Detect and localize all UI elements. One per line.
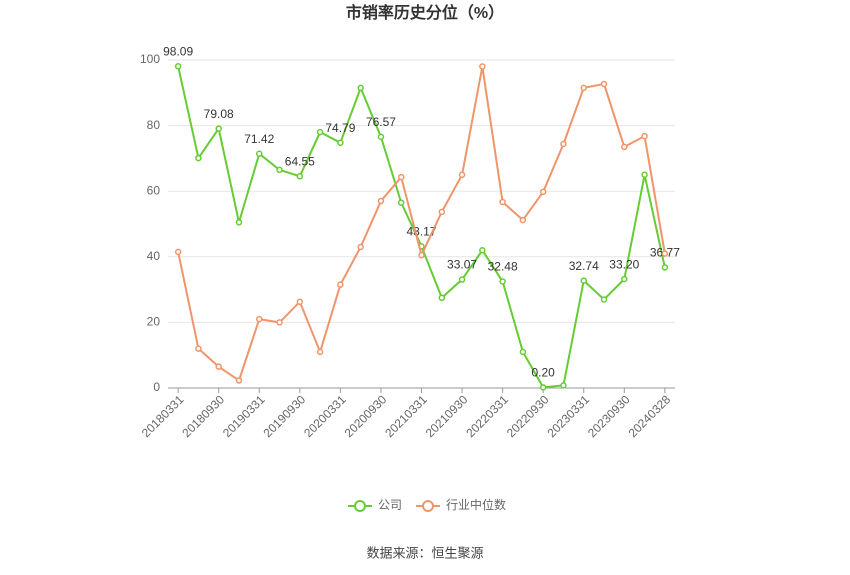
data-point — [560, 382, 567, 389]
data-point — [195, 154, 202, 162]
data-point — [560, 140, 567, 148]
y-tick-label: 40 — [147, 249, 161, 263]
y-tick-label: 100 — [140, 52, 160, 66]
data-label: 32.74 — [569, 259, 599, 273]
data-point — [580, 277, 587, 284]
data-point — [316, 128, 324, 136]
legend-label: 行业中位数 — [446, 497, 506, 512]
series-line — [177, 66, 666, 383]
x-tick-label: 20190930 — [261, 392, 309, 440]
x-tick-label: 20200331 — [301, 392, 349, 440]
data-point — [215, 125, 222, 132]
x-tick-label: 20180930 — [179, 392, 227, 440]
data-point — [621, 143, 628, 151]
y-tick-label: 20 — [147, 315, 161, 329]
data-point — [397, 199, 405, 206]
y-tick-label: 0 — [153, 380, 160, 394]
x-tick-label: 20220331 — [463, 392, 511, 440]
data-point — [641, 171, 648, 179]
data-label: 76.57 — [366, 115, 396, 129]
data-point — [641, 132, 648, 140]
data-point — [519, 216, 527, 224]
data-point — [519, 348, 527, 356]
data-point — [377, 197, 385, 205]
x-tick-label: 20200930 — [342, 392, 390, 440]
data-point — [296, 173, 304, 180]
data-label: 64.55 — [285, 154, 315, 168]
y-tick-label: 80 — [147, 118, 161, 132]
data-point — [357, 84, 364, 92]
data-point — [215, 363, 222, 370]
data-point — [600, 80, 608, 88]
data-point — [458, 276, 466, 283]
data-point — [499, 198, 506, 206]
x-tick-label: 20190331 — [220, 392, 268, 440]
data-point — [377, 133, 385, 141]
x-tick-label: 20240328 — [626, 392, 674, 440]
data-point — [256, 315, 263, 323]
data-point — [438, 208, 446, 216]
data-point — [661, 250, 669, 257]
data-label: 33.20 — [609, 257, 639, 271]
data-label: 0.20 — [532, 366, 556, 380]
data-point — [580, 84, 587, 92]
legend-marker — [422, 500, 434, 512]
data-label: 74.79 — [325, 121, 355, 135]
data-point — [479, 246, 486, 254]
data-point — [418, 251, 425, 259]
data-point — [296, 298, 304, 305]
data-point — [195, 345, 202, 352]
data-point — [458, 171, 466, 179]
x-tick-label: 20220930 — [504, 392, 552, 440]
data-point — [174, 248, 182, 256]
y-tick-label: 60 — [147, 183, 161, 197]
data-point — [539, 384, 547, 391]
data-point — [174, 63, 182, 70]
x-tick-label: 20180331 — [139, 392, 187, 440]
x-tick-label: 20210331 — [382, 392, 430, 440]
data-point — [661, 264, 669, 271]
data-point — [235, 219, 243, 226]
chart-title: 市销率历史分位（%） — [346, 3, 504, 22]
data-point — [316, 348, 324, 356]
data-point — [499, 278, 506, 285]
data-point — [337, 139, 344, 146]
data-point — [539, 188, 547, 196]
data-label: 71.42 — [244, 132, 274, 146]
data-label: 79.08 — [204, 107, 234, 121]
data-label: 32.48 — [488, 260, 518, 274]
data-point — [276, 166, 283, 174]
data-point — [600, 296, 608, 303]
data-label: 33.07 — [447, 258, 477, 272]
data-point — [479, 63, 486, 70]
data-point — [357, 243, 364, 251]
data-point — [276, 319, 283, 326]
data-point — [438, 294, 446, 302]
data-label: 98.09 — [163, 44, 193, 58]
legend-marker — [354, 500, 366, 512]
data-point — [397, 173, 405, 181]
data-point — [235, 377, 243, 384]
x-tick-label: 20210930 — [423, 392, 471, 440]
data-point — [621, 275, 628, 283]
source: 数据来源：恒生聚源 — [366, 545, 483, 560]
legend-label: 公司 — [378, 498, 402, 512]
x-tick-label: 20230331 — [544, 392, 592, 440]
x-tick-label: 20230930 — [585, 392, 633, 440]
data-point — [256, 150, 263, 157]
data-point — [337, 281, 344, 288]
